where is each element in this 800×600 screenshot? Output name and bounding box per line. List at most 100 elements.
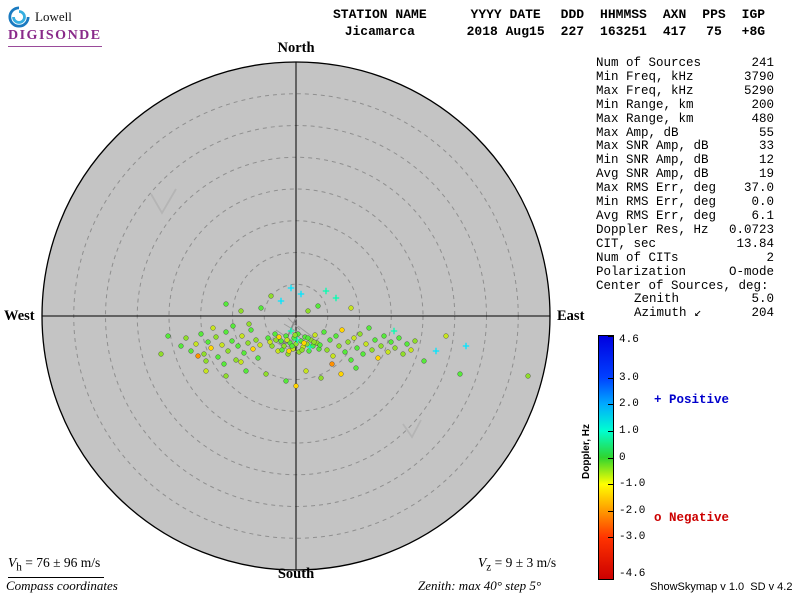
skymap-source-negative [268,293,274,299]
skymap-source-negative [210,325,216,331]
vz-subscript: z [486,561,492,574]
colorbar-tick [608,404,614,406]
skymap-source-negative [353,365,359,371]
skymap-plot [41,61,551,571]
negative-symbol: o [654,511,662,525]
skymap-source-negative [348,305,354,311]
skymap-source-negative [245,340,251,346]
header-value: +8G [741,24,766,39]
stat-label: Min Freq, kHz [596,69,694,84]
skymap-source-negative [303,368,309,374]
stat-row: Min RMS Err, deg 0.0 [596,195,774,210]
skymap-source-negative [311,339,317,345]
stat-value: 241 [751,56,774,70]
skymap-source-negative [348,357,354,363]
skymap-source-negative [412,338,418,344]
skymap-source-negative [203,358,209,364]
skymap-source-negative [289,343,295,349]
skymap-source-negative [223,301,229,307]
skymap-source-negative [369,347,375,353]
skymap-source-negative [279,347,285,353]
program-version: ShowSkymap v 1.0 SD v 4.2 [650,581,793,593]
stat-value: 37.0 [743,181,774,196]
colorbar-title: Doppler, Hz [581,424,592,480]
stat-row: Max Range, km 480 [596,111,774,127]
skymap-source-negative [263,371,269,377]
coordinates-note: Compass coordinates [6,578,118,593]
stat-label: Min Range, km [596,97,694,112]
skymap-source-positive [462,342,470,350]
skymap-source-negative [315,303,321,309]
colorbar-tick-label: 0 [619,451,626,464]
skymap-source-negative [301,340,307,346]
skymap-source-negative [165,333,171,339]
skymap-source-negative [366,325,372,331]
skymap-source-negative [241,350,247,356]
stat-label: Num of Sources [596,56,702,70]
positive-label: Positive [669,393,730,407]
stat-label: Max Range, km [596,111,694,126]
skymap-source-negative [357,331,363,337]
skymap-source-negative [305,335,311,341]
colorbar-tick [608,537,614,539]
stat-row: Min SNR Amp, dB 12 [596,153,774,168]
skymap-source-negative [239,333,245,339]
skymap-source-negative [306,348,312,354]
stat-value: 0.0723 [728,222,774,237]
faint-chevron-mark [150,188,177,215]
skymap-source-negative [286,348,292,354]
skymap-source-negative [250,346,256,352]
horizontal-velocity-readout: Vh = 76 ± 96 m/s [8,555,105,578]
colorbar-tick [608,377,614,379]
stat-value: 5290 [743,83,774,98]
zenith-range-note: Zenith: max 40° step 5° [418,578,542,593]
stat-row: Azimuth ↙ 204 [596,306,774,321]
stat-label: CIT, sec [596,236,657,251]
stat-row: Max Freq, kHz 5290 [596,83,774,99]
skymap-source-negative [284,337,290,343]
skymap-source-negative [203,368,209,374]
stat-value: 0.0 [751,195,774,210]
colorbar-tick-label: -3.0 [619,531,646,544]
stat-label: Zenith [634,292,680,307]
colorbar-tick-label: 3.0 [619,371,639,384]
header-column: AXN 417 [663,7,686,39]
skymap-source-negative [229,338,235,344]
skymap-source-negative [351,335,357,341]
skymap-source-negative [336,343,342,349]
skymap-source-negative [378,343,384,349]
colorbar-tick-label: -4.6 [619,568,646,580]
stat-row: Zenith 5.0 [596,293,774,307]
skymap-source-negative [324,347,330,353]
colorbar-tick [608,484,614,486]
header-value: 2018 Aug15 [466,24,545,39]
header-label: YYYY DATE [470,7,541,22]
colorbar-tick-label: 1.0 [619,424,639,437]
skymap-source-negative [272,331,278,337]
skymap-source-negative [292,332,298,338]
colorbar-tick [608,335,614,337]
header-label: DDD [560,7,585,22]
stat-row: Num of CITs 2 [596,251,774,266]
stat-value: 12 [758,153,774,168]
header-value: 227 [560,24,585,39]
header-value: Jicamarca [344,24,415,39]
skymap-source-negative [375,355,381,361]
skymap-source-negative [215,354,221,360]
colorbar-tick [608,457,614,459]
center-hash-mark [283,323,305,337]
stat-label: Avg SNR Amp, dB [596,167,709,182]
skymap-source-negative [329,361,335,367]
stat-row: Max Amp, dB 55 [596,126,774,141]
stat-label: Doppler Res, Hz [596,222,709,237]
skymap-source-negative [213,334,219,340]
skymap-source-negative [267,339,273,345]
skymap-source-negative [408,347,414,353]
skymap-source-negative [235,343,241,349]
stat-label: Max Freq, kHz [596,83,694,98]
skymap-source-negative [299,347,305,353]
colorbar-tick-label: 4.6 [619,334,639,346]
logo-lowell-text: Lowell [35,9,72,24]
skymap-source-negative [321,329,327,335]
vh-value: = 76 ± 96 m/s [21,555,101,570]
